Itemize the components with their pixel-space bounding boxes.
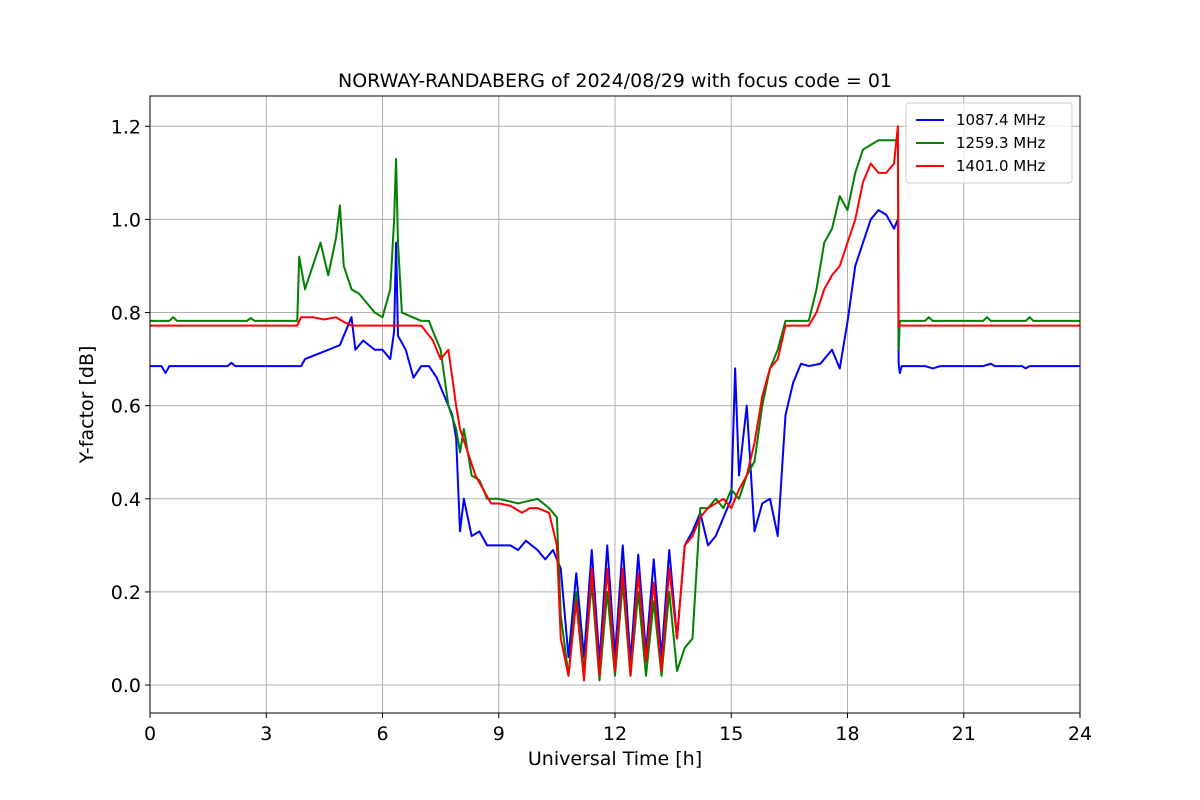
series-line-3 (150, 125, 1080, 682)
x-axis-ticks: 0 3 6 9 12 15 18 21 24 (144, 713, 1092, 745)
x-tick-label: 12 (603, 723, 627, 745)
y-tick-label: 1.0 (111, 209, 141, 231)
x-tick-label: 9 (493, 723, 505, 745)
x-tick-label: 21 (952, 723, 976, 745)
x-tick-label: 18 (835, 723, 859, 745)
legend-box (905, 102, 1073, 184)
y-axis-ticks: 0.0 0.2 0.4 0.6 0.8 1.0 1.2 (111, 116, 150, 697)
x-axis-label: Universal Time [h] (528, 748, 702, 770)
y-tick-label: 1.2 (111, 116, 141, 138)
x-tick-label: 15 (719, 723, 743, 745)
x-tick-label: 0 (144, 723, 156, 745)
y-tick-label: 0.8 (111, 303, 141, 325)
legend-entry: 1259.3 MHz (956, 134, 1045, 152)
legend: 1087.4 MHz 1259.3 MHz 1401.0 MHz (905, 102, 1073, 184)
x-tick-label: 24 (1068, 723, 1092, 745)
legend-entry: 1401.0 MHz (956, 157, 1045, 175)
y-tick-label: 0.0 (111, 675, 141, 697)
series-line-1 (150, 209, 1080, 663)
legend-entry: 1087.4 MHz (956, 111, 1045, 129)
series-layer (150, 125, 1080, 682)
x-tick-label: 6 (376, 723, 388, 745)
y-tick-label: 0.4 (111, 489, 141, 511)
series-line-2 (150, 139, 1080, 682)
chart-title: NORWAY-RANDABERG of 2024/08/29 with focu… (338, 70, 892, 92)
x-tick-label: 3 (260, 723, 272, 745)
y-axis-label: Y-factor [dB] (76, 346, 98, 465)
y-tick-label: 0.6 (111, 396, 141, 418)
y-tick-label: 0.2 (111, 582, 141, 604)
